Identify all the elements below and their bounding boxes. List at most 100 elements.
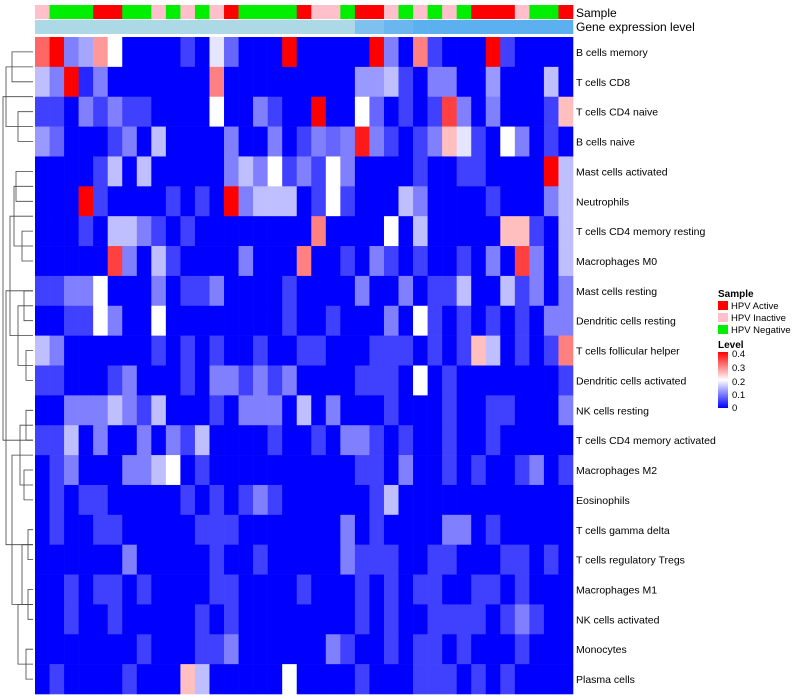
heat-cell-9-11	[194, 305, 210, 336]
expression-cell-5	[107, 20, 123, 34]
heat-cell-13-4	[93, 425, 109, 456]
heat-cell-4-23	[369, 156, 385, 187]
heat-cell-13-19	[311, 425, 327, 456]
dendrogram-branch-19	[5, 290, 33, 546]
heat-cell-6-12	[209, 216, 225, 247]
heat-cell-9-17	[282, 305, 298, 336]
heat-cell-4-34	[529, 156, 545, 187]
heat-cell-11-1	[49, 365, 65, 396]
heat-cell-0-9	[165, 37, 181, 68]
level-legend: Level 0.4 0.3 0.2 0.1 0	[718, 340, 745, 414]
heat-cell-12-27	[427, 395, 443, 426]
expression-cell-22	[354, 20, 370, 34]
heat-cell-8-12	[209, 275, 225, 307]
heat-cell-6-26	[413, 216, 428, 247]
heat-cell-18-32	[500, 574, 516, 605]
heat-cell-11-33	[514, 365, 530, 396]
heat-cell-7-14	[238, 246, 254, 277]
heat-cell-18-8	[151, 574, 167, 605]
heat-cell-4-4	[93, 156, 109, 187]
row-labels: B cells memory T cells CD8 T cells CD4 nai…	[576, 47, 716, 686]
heat-cell-3-25	[398, 126, 414, 157]
heat-cell-2-12	[209, 96, 225, 127]
heat-cell-3-20	[325, 126, 341, 157]
heat-cell-4-12	[209, 156, 225, 187]
heat-cell-15-2	[64, 484, 79, 516]
heat-cell-5-7	[136, 186, 152, 217]
heat-cell-21-29	[456, 664, 472, 695]
sample-cell-18	[296, 5, 312, 19]
heat-cell-12-22	[354, 395, 370, 426]
heat-cell-16-10	[180, 514, 196, 545]
row-label-13: T cells CD4 memory activated	[576, 435, 716, 447]
heat-cell-6-32	[500, 216, 516, 247]
row-label-10: T cells follicular helper	[576, 346, 680, 358]
heat-cell-3-8	[151, 126, 167, 157]
heat-cell-10-4	[93, 335, 109, 366]
heat-cell-19-34	[529, 604, 545, 635]
heat-cell-17-6	[122, 544, 138, 575]
row-dendrogram	[2, 51, 33, 680]
heat-cell-0-15	[253, 37, 268, 68]
heat-cell-6-1	[49, 216, 65, 247]
heat-cell-11-5	[107, 365, 123, 396]
heat-cell-11-19	[311, 365, 327, 396]
heat-cell-4-30	[471, 156, 487, 187]
expression-cell-12	[209, 20, 225, 34]
heat-cell-7-0	[35, 246, 50, 277]
heat-cell-5-25	[398, 186, 414, 217]
heat-cell-8-33	[514, 275, 530, 307]
heat-cell-5-32	[500, 186, 516, 217]
heat-cell-3-29	[456, 126, 472, 157]
heat-cell-21-27	[427, 664, 443, 695]
heat-cell-8-32	[500, 275, 516, 307]
heat-cell-11-31	[485, 365, 501, 396]
heat-cell-13-3	[78, 425, 94, 456]
heat-cell-3-1	[49, 126, 65, 157]
heat-cell-18-13	[224, 574, 239, 605]
heat-cell-0-31	[485, 37, 501, 68]
heat-cell-17-17	[282, 544, 298, 575]
heat-cell-15-13	[224, 484, 239, 516]
expression-cell-36	[558, 20, 574, 34]
heat-cell-17-8	[151, 544, 167, 575]
heat-cell-7-34	[529, 246, 545, 277]
heat-cell-2-19	[311, 96, 327, 127]
heat-cell-10-21	[340, 335, 356, 366]
heat-cell-1-31	[485, 66, 501, 98]
heat-cell-2-20	[325, 96, 341, 127]
heat-cell-2-17	[282, 96, 298, 127]
heat-cell-14-14	[238, 455, 254, 486]
heat-cell-0-29	[456, 37, 472, 68]
heat-cell-11-7	[136, 365, 152, 396]
heat-cell-7-15	[253, 246, 268, 277]
heat-cell-11-12	[209, 365, 225, 396]
heat-cell-8-20	[325, 275, 341, 307]
heat-cell-3-13	[224, 126, 239, 157]
heat-cell-7-26	[413, 246, 428, 277]
expression-cell-32	[500, 20, 516, 34]
heat-cell-12-23	[369, 395, 385, 426]
heat-cell-19-0	[35, 604, 50, 635]
heat-cell-4-29	[456, 156, 472, 187]
heat-cell-3-33	[514, 126, 530, 157]
heat-cell-4-18	[296, 156, 312, 187]
heat-cell-5-0	[35, 186, 50, 217]
heat-cell-0-4	[93, 37, 109, 68]
heat-cell-18-1	[49, 574, 65, 605]
heat-cell-11-36	[558, 365, 574, 396]
heat-cell-3-35	[543, 126, 559, 157]
heat-cell-19-21	[340, 604, 356, 635]
heat-cell-0-33	[514, 37, 530, 68]
heat-cell-21-3	[78, 664, 94, 695]
heat-cell-18-25	[398, 574, 414, 605]
heat-cell-14-4	[93, 455, 109, 486]
heat-cell-18-33	[514, 574, 530, 605]
heat-cell-9-19	[311, 305, 327, 336]
sample-cell-22	[354, 5, 370, 19]
heat-cell-17-9	[165, 544, 181, 575]
heat-cell-9-31	[485, 305, 501, 336]
heat-cell-4-22	[354, 156, 370, 187]
heat-cell-1-35	[543, 66, 559, 98]
heat-cell-8-18	[296, 275, 312, 307]
